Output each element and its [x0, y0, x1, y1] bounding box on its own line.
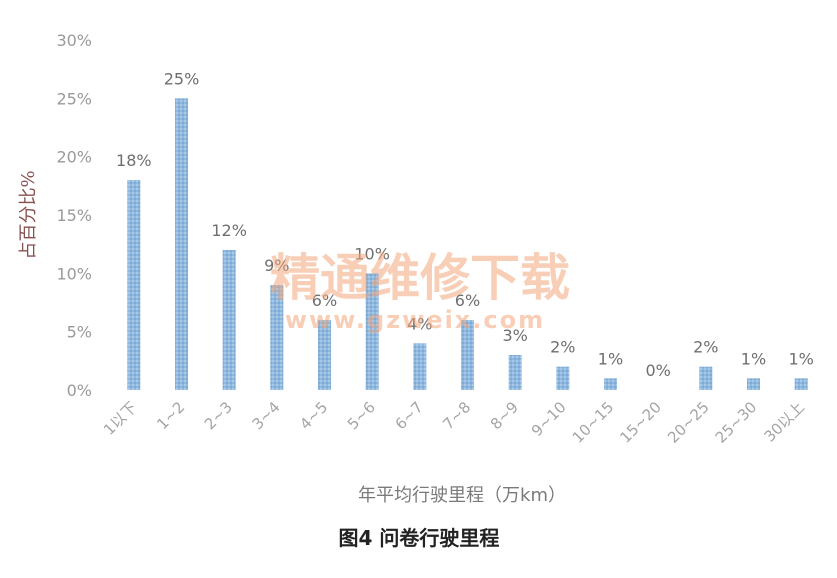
- x-tick-label: 4~5: [296, 398, 331, 433]
- bar: [365, 273, 379, 390]
- bar: [604, 378, 617, 390]
- bar: [461, 320, 474, 390]
- data-label: 6%: [455, 291, 480, 310]
- data-label: 0%: [645, 361, 670, 380]
- y-tick-label: 0%: [67, 381, 92, 400]
- x-tick-label: 1以下: [100, 398, 141, 439]
- x-tick-label: 15~20: [616, 398, 665, 447]
- x-tick-label: 8~9: [487, 398, 522, 433]
- figure-caption: 图4 问卷行驶里程: [339, 526, 500, 550]
- bar: [747, 378, 760, 390]
- bar: [175, 98, 188, 390]
- data-label: 2%: [693, 338, 718, 357]
- data-label: 4%: [407, 314, 432, 333]
- x-tick-label: 6~7: [392, 398, 427, 433]
- bar: [794, 378, 808, 390]
- x-tick-label: 30以上: [761, 398, 808, 445]
- data-label: 9%: [264, 256, 289, 275]
- y-axis-title: 占百分比%: [18, 170, 39, 259]
- x-axis-title: 年平均行驶里程（万km）: [358, 485, 566, 506]
- x-tick-label: 3~4: [249, 398, 284, 433]
- y-tick-label: 15%: [56, 206, 92, 225]
- data-label: 10%: [354, 244, 390, 263]
- x-tick-label: 7~8: [439, 398, 474, 433]
- data-label: 1%: [788, 349, 813, 368]
- x-tick-label: 9~10: [528, 398, 570, 440]
- bar: [127, 180, 141, 390]
- x-tick-label: 5~6: [344, 398, 379, 433]
- y-tick-label: 5%: [67, 323, 92, 342]
- y-tick-label: 30%: [56, 31, 92, 50]
- value-labels: 18% 25% 12% 9% 6% 10% 4% 6% 3% 2% 1% 0% 2% 1% 1%: [116, 69, 814, 380]
- data-label: 3%: [502, 326, 527, 345]
- y-tick-label: 10%: [56, 264, 92, 283]
- data-label: 1%: [741, 349, 766, 368]
- x-axis-ticks: 1以下 1~2 2~3 3~4 4~5 5~6 6~7 7~8 8~9 9~10 10~15 15~2…: [100, 398, 808, 447]
- data-label: 1%: [598, 349, 623, 368]
- x-tick-label: 1~2: [153, 398, 188, 433]
- bar: [222, 250, 236, 390]
- bar: [413, 343, 427, 390]
- data-label: 2%: [550, 338, 575, 357]
- x-tick-label: 20~25: [664, 398, 713, 447]
- bar: [318, 320, 331, 390]
- data-label: 6%: [312, 291, 337, 310]
- watermark-text: 精通维修下载: [270, 249, 570, 307]
- data-label: 25%: [164, 69, 200, 88]
- y-axis-ticks: 0% 5% 10% 15% 20% 25% 30%: [56, 31, 92, 400]
- data-label: 18%: [116, 151, 152, 170]
- y-tick-label: 25%: [56, 89, 92, 108]
- bars: [127, 98, 808, 390]
- x-tick-label: 2~3: [201, 398, 236, 433]
- y-tick-label: 20%: [56, 148, 92, 167]
- x-tick-label: 10~15: [569, 398, 618, 447]
- x-tick-label: 25~30: [712, 398, 761, 447]
- watermark-url: www.gzweix.com: [285, 306, 545, 334]
- bar: [556, 366, 570, 390]
- data-label: 12%: [211, 221, 247, 240]
- bar: [699, 366, 713, 390]
- bar: [270, 285, 284, 390]
- bar: [508, 355, 522, 390]
